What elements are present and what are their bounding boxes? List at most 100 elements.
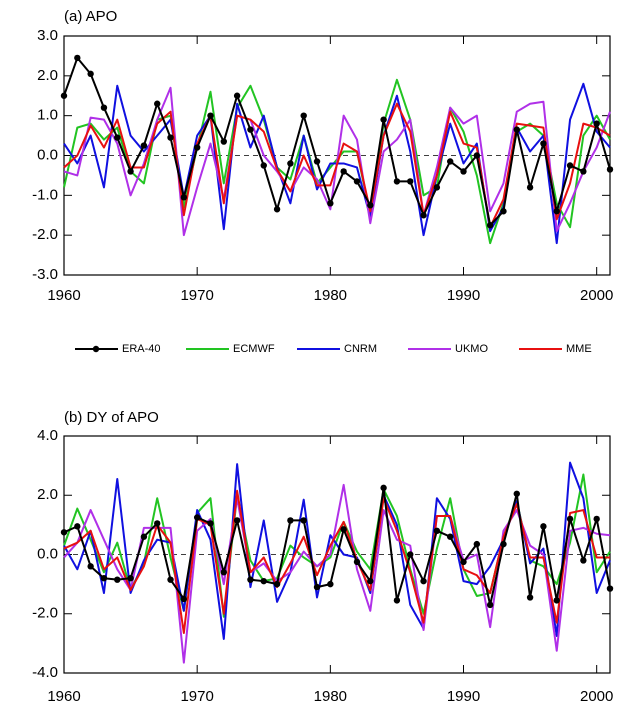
series-marker (114, 576, 121, 583)
series-marker (407, 551, 414, 558)
series-marker (247, 576, 254, 583)
legend-label: ECMWF (233, 343, 275, 355)
series-marker (553, 597, 560, 604)
series-marker (340, 168, 347, 175)
series-marker (313, 158, 321, 165)
series-marker (526, 184, 534, 191)
series-marker (460, 558, 467, 566)
series-marker (606, 166, 614, 173)
series-marker (140, 142, 148, 149)
series-marker (287, 160, 294, 167)
y-tick-label: 1.0 (37, 107, 58, 124)
series-marker (273, 206, 281, 213)
x-tick-label: 1990 (447, 688, 480, 705)
series-marker (60, 92, 68, 99)
series-marker (247, 126, 254, 133)
series-marker (220, 138, 228, 145)
legend: ERA-40 ECMWF CNRM UKMO MME (75, 343, 592, 355)
series-marker (233, 92, 241, 99)
series-marker (260, 162, 267, 169)
series-marker (433, 527, 441, 534)
x-tick-label: 1960 (47, 287, 80, 304)
x-tick-label: 1970 (180, 688, 213, 705)
series-marker (353, 178, 361, 185)
series-marker (233, 517, 241, 524)
series-marker (513, 126, 520, 133)
x-tick-label: 1980 (314, 688, 347, 705)
series-marker (580, 557, 587, 564)
series-marker (553, 208, 560, 215)
panel: (b) DY of APO 4.0 2.0 0.0 -2.0 -4.0 1960 1970 19… (32, 409, 613, 705)
series-marker (287, 517, 294, 524)
series-marker (367, 202, 374, 209)
series-marker (100, 575, 108, 582)
series-marker (74, 54, 81, 62)
y-tick-label: -1.0 (32, 186, 58, 203)
series-marker (127, 575, 134, 582)
legend-label: MME (566, 343, 592, 355)
y-tick-label: 0.0 (37, 146, 58, 163)
series-marker (327, 580, 334, 588)
series-marker (60, 529, 68, 536)
y-tick-label: -2.0 (32, 226, 58, 243)
series-marker (327, 200, 334, 207)
series-marker (473, 152, 481, 159)
series-marker (566, 162, 574, 169)
series-marker (526, 594, 534, 601)
series-marker (420, 577, 427, 585)
series-marker (540, 140, 547, 147)
y-tick-label: -4.0 (32, 664, 58, 681)
series-marker (393, 178, 401, 185)
legend-marker (92, 345, 100, 353)
series-marker (127, 168, 134, 175)
y-tick-label: 3.0 (37, 27, 58, 44)
series-marker (420, 212, 427, 219)
plot-frame (63, 35, 611, 276)
series-marker (407, 178, 414, 185)
series-marker (167, 576, 174, 583)
series-marker (593, 120, 600, 127)
series-marker (380, 484, 387, 492)
series-marker (180, 194, 188, 201)
series-marker (100, 104, 108, 111)
series-marker (486, 222, 494, 229)
series-marker (500, 208, 507, 215)
series-line (63, 483, 611, 664)
series-marker (193, 144, 201, 151)
series-marker (460, 168, 467, 175)
series-marker (513, 490, 520, 497)
series-marker (340, 526, 347, 533)
series-line (63, 102, 611, 229)
series-marker (473, 540, 481, 548)
series-marker (566, 515, 574, 523)
y-tick-label: -3.0 (32, 266, 58, 283)
legend-label: UKMO (455, 343, 488, 355)
x-tick-label: 1970 (180, 287, 213, 304)
y-tick-label: 4.0 (37, 427, 58, 444)
series-marker (207, 520, 214, 527)
y-tick-label: -2.0 (32, 605, 58, 622)
series-marker (446, 533, 454, 540)
series-marker (380, 116, 387, 123)
x-tick-label: 2000 (580, 287, 613, 304)
series-marker (433, 184, 441, 191)
series-marker (154, 520, 161, 527)
series-marker (313, 583, 321, 591)
series-marker (207, 112, 214, 119)
series-line (63, 489, 610, 635)
series-marker (220, 569, 228, 576)
series-marker (74, 523, 81, 530)
x-tick-label: 1990 (447, 287, 480, 304)
legend-label: CNRM (344, 343, 377, 355)
legend-label: ERA-40 (122, 343, 161, 355)
series-marker (300, 517, 307, 524)
panel-title: (a) APO (64, 8, 117, 25)
series-marker (446, 158, 454, 165)
series-marker (114, 134, 121, 141)
series-marker (300, 112, 307, 119)
series-marker (193, 514, 201, 521)
series-marker (486, 601, 494, 609)
series-marker (180, 595, 188, 603)
panel: (a) APO 3.0 2.0 1.0 0.0 -1.0 -2.0 -3.0 1960 1970 1… (32, 8, 613, 304)
